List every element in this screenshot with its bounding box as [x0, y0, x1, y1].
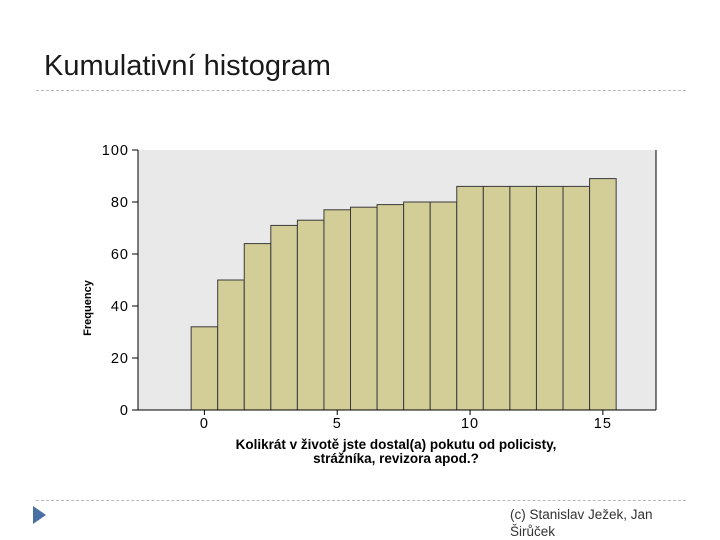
x-axis: 0 5 10 15: [138, 409, 656, 432]
bar-8: [403, 201, 431, 411]
bar-13: [535, 185, 564, 411]
bar-0: [190, 326, 219, 411]
y-tick-label-0: 0: [120, 403, 129, 419]
y-axis-title: Frequency: [82, 279, 94, 336]
bar-14: [562, 185, 591, 411]
bar-9: [429, 201, 458, 411]
bar-3: [270, 224, 298, 411]
x-tick-label-5: 5: [333, 416, 342, 432]
bar-4: [296, 219, 325, 411]
title-divider: [36, 90, 686, 91]
footer-credit: (c) Stanislav Ježek, Jan Širůček: [510, 507, 653, 539]
bar-12: [509, 185, 537, 411]
y-tick-label-40: 40: [111, 299, 129, 315]
bar-10: [456, 185, 484, 411]
bar-11: [482, 185, 511, 411]
bar-2: [243, 243, 272, 411]
x-axis-title-line-1: Kolikrát v životě jste dostal(a) pokutu …: [236, 437, 557, 452]
y-tick-label-100: 100: [102, 143, 129, 159]
y-tick-label-80: 80: [111, 195, 129, 211]
nav-arrow-icon[interactable]: [33, 506, 46, 524]
x-tick-label-15: 15: [594, 416, 612, 432]
slide-title: Kumulativní histogram: [44, 50, 331, 82]
bar-group: [190, 178, 617, 411]
x-tick-label-0: 0: [200, 416, 209, 432]
bar-6: [350, 206, 378, 411]
y-tick-label-20: 20: [111, 351, 129, 367]
histogram-chart: 0 20 40 60 80 100 0 5 10 15 Frequency Kolikrát v…: [82, 143, 657, 466]
x-tick-label-10: 10: [461, 416, 479, 432]
bar-5: [323, 209, 352, 411]
x-axis-title-line-2: strážníka, revizora apod.?: [313, 451, 479, 466]
y-axis: 0 20 40 60 80 100: [102, 143, 657, 419]
bar-7: [376, 204, 405, 411]
bar-15: [589, 178, 617, 411]
footer-divider: [36, 500, 686, 501]
bar-1: [217, 279, 245, 411]
y-tick-label-60: 60: [111, 247, 129, 263]
